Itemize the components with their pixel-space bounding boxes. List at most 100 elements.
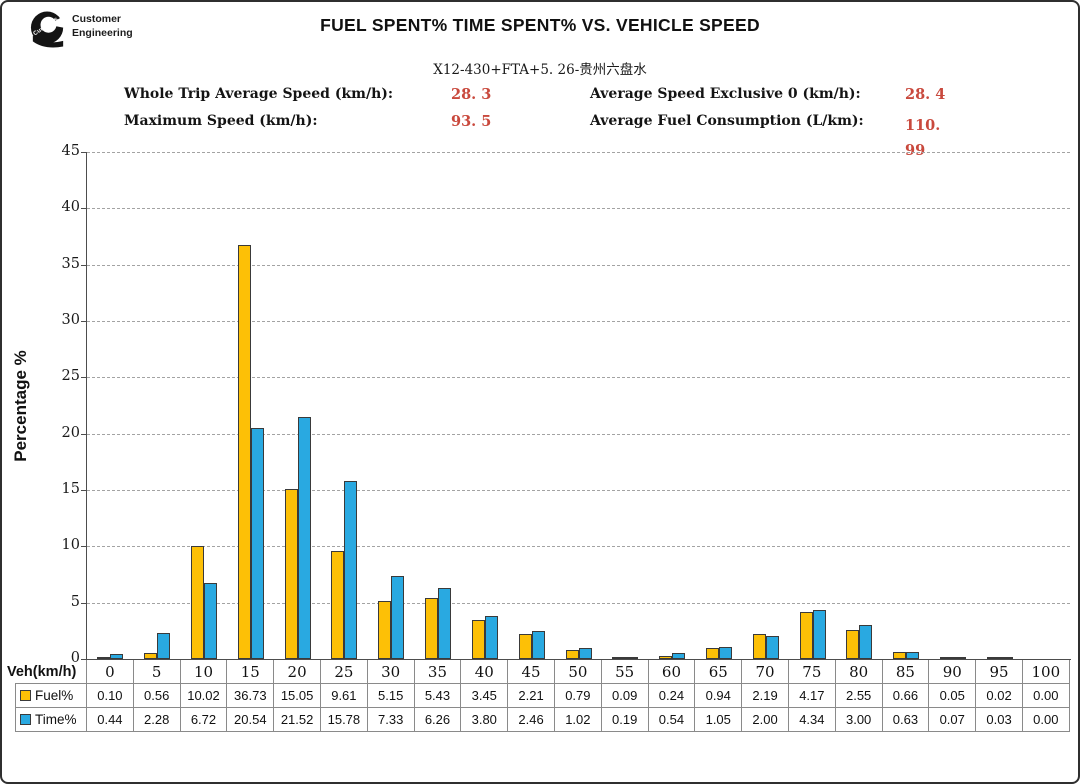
stat-value: 93. 5 xyxy=(451,113,492,130)
time-bar xyxy=(391,576,405,659)
x-axis-title: Veh(km/h) xyxy=(7,663,77,680)
y-tick-mark xyxy=(81,659,86,660)
time-bar xyxy=(952,657,966,659)
fuel-value-cell: 2.19 xyxy=(742,684,789,708)
time-bar xyxy=(625,656,639,659)
time-value-cell: 15.78 xyxy=(320,708,368,732)
fuel-bar xyxy=(425,597,439,659)
gridline-30 xyxy=(87,321,1070,322)
fuel-bar xyxy=(846,630,860,659)
fuel-value-cell: 0.66 xyxy=(882,684,930,708)
speed-header-cell: 45 xyxy=(508,660,555,684)
speed-header-cell: 90 xyxy=(929,660,977,684)
y-tick-mark xyxy=(81,433,86,435)
legend-cell-fuel: Fuel% xyxy=(15,684,87,708)
time-bar xyxy=(344,481,358,659)
y-tick-label: 35 xyxy=(61,255,80,272)
time-value-cell: 2.28 xyxy=(133,708,181,732)
fuel-bar xyxy=(237,245,251,659)
y-axis-title: Percentage % xyxy=(11,350,30,462)
time-bar xyxy=(250,427,264,659)
time-bar xyxy=(438,588,452,659)
cummins-logo: Cummins Customer Engineering xyxy=(30,9,133,49)
fuel-value-cell: 0.56 xyxy=(133,684,181,708)
stat-value: 28. 4 xyxy=(905,86,946,103)
speed-header-cell: 20 xyxy=(274,660,321,684)
time-value-cell: 0.00 xyxy=(1022,708,1070,732)
fuel-value-cell: 2.21 xyxy=(508,684,555,708)
fuel-bar xyxy=(331,550,345,659)
y-tick-mark xyxy=(81,602,86,604)
fuel-value-cell: 0.94 xyxy=(695,684,743,708)
y-tick-mark xyxy=(81,377,86,379)
time-value-cell: 0.54 xyxy=(648,708,696,732)
time-bar xyxy=(484,616,498,659)
fuel-value-cell: 0.09 xyxy=(601,684,649,708)
time-bar xyxy=(110,654,124,659)
gridline-5 xyxy=(87,602,1070,604)
y-tick-mark xyxy=(81,208,86,210)
gridline-25 xyxy=(87,377,1070,379)
fuel-bar xyxy=(144,652,158,659)
legend-label-fuel: Fuel% xyxy=(35,688,74,703)
time-value-cell: 2.46 xyxy=(508,708,555,732)
fuel-value-cell: 3.45 xyxy=(461,684,509,708)
fuel-value-cell: 5.43 xyxy=(414,684,462,708)
time-bar xyxy=(531,631,545,659)
time-value-cell: 6.72 xyxy=(180,708,228,732)
logo-line2: Engineering xyxy=(72,26,133,39)
fuel-value-cell: 2.55 xyxy=(835,684,883,708)
time-value-cell: 0.63 xyxy=(882,708,930,732)
time-bar xyxy=(157,633,171,659)
time-value-cell: 3.80 xyxy=(461,708,509,732)
time-value-cell: 2.00 xyxy=(742,708,789,732)
fuel-legend-swatch xyxy=(20,690,31,701)
speed-header-cell: 100 xyxy=(1022,660,1070,684)
fuel-bar xyxy=(659,656,673,659)
y-tick-label: 25 xyxy=(61,368,80,385)
bar-chart-plot-area xyxy=(87,152,1070,659)
time-bar xyxy=(765,636,779,659)
y-tick-mark xyxy=(81,546,86,548)
fuel-bar xyxy=(612,657,626,659)
stat-label: Whole Trip Average Speed (km/h): xyxy=(124,86,394,102)
fuel-bar xyxy=(284,489,298,659)
speed-header-cell: 75 xyxy=(788,660,836,684)
stat-value: 110. 99 xyxy=(905,117,941,160)
logo-text: Customer Engineering xyxy=(72,9,133,40)
y-tick-label: 30 xyxy=(61,312,80,328)
fuel-bar xyxy=(97,657,111,659)
gridline-10 xyxy=(87,546,1070,548)
fuel-bar xyxy=(518,634,532,659)
stat-label: Maximum Speed (km/h): xyxy=(124,113,318,129)
fuel-value-cell: 9.61 xyxy=(320,684,368,708)
fuel-bar xyxy=(893,651,907,659)
time-value-cell: 21.52 xyxy=(274,708,321,732)
speed-header-cell: 55 xyxy=(601,660,649,684)
speed-header-cell: 95 xyxy=(976,660,1023,684)
speed-header-cell: 60 xyxy=(648,660,696,684)
fuel-bar xyxy=(752,634,766,659)
y-tick-label: 15 xyxy=(61,481,80,497)
cummins-c-icon: Cummins xyxy=(30,11,66,48)
speed-header-cell: 80 xyxy=(835,660,883,684)
time-bar xyxy=(297,416,311,659)
stat-label: Average Fuel Consumption (L/km): xyxy=(590,113,864,129)
logo-line1: Customer xyxy=(72,13,122,25)
speed-header-cell: 35 xyxy=(414,660,462,684)
y-tick-mark xyxy=(81,264,86,266)
speed-header-cell: 0 xyxy=(87,660,134,684)
legend-label-time: Time% xyxy=(35,712,77,727)
speed-header-cell: 5 xyxy=(133,660,181,684)
fuel-value-cell: 0.05 xyxy=(929,684,977,708)
y-tick-label: 40 xyxy=(61,199,80,216)
time-value-cell: 1.05 xyxy=(695,708,743,732)
time-value-cell: 7.33 xyxy=(367,708,415,732)
fuel-bar xyxy=(705,648,719,659)
fuel-value-cell: 36.73 xyxy=(227,684,275,708)
gridline-20 xyxy=(87,433,1070,435)
y-tick-label: 5 xyxy=(70,593,80,610)
y-tick-mark xyxy=(81,490,86,491)
speed-header-cell: 85 xyxy=(882,660,930,684)
y-axis-line xyxy=(86,152,87,659)
